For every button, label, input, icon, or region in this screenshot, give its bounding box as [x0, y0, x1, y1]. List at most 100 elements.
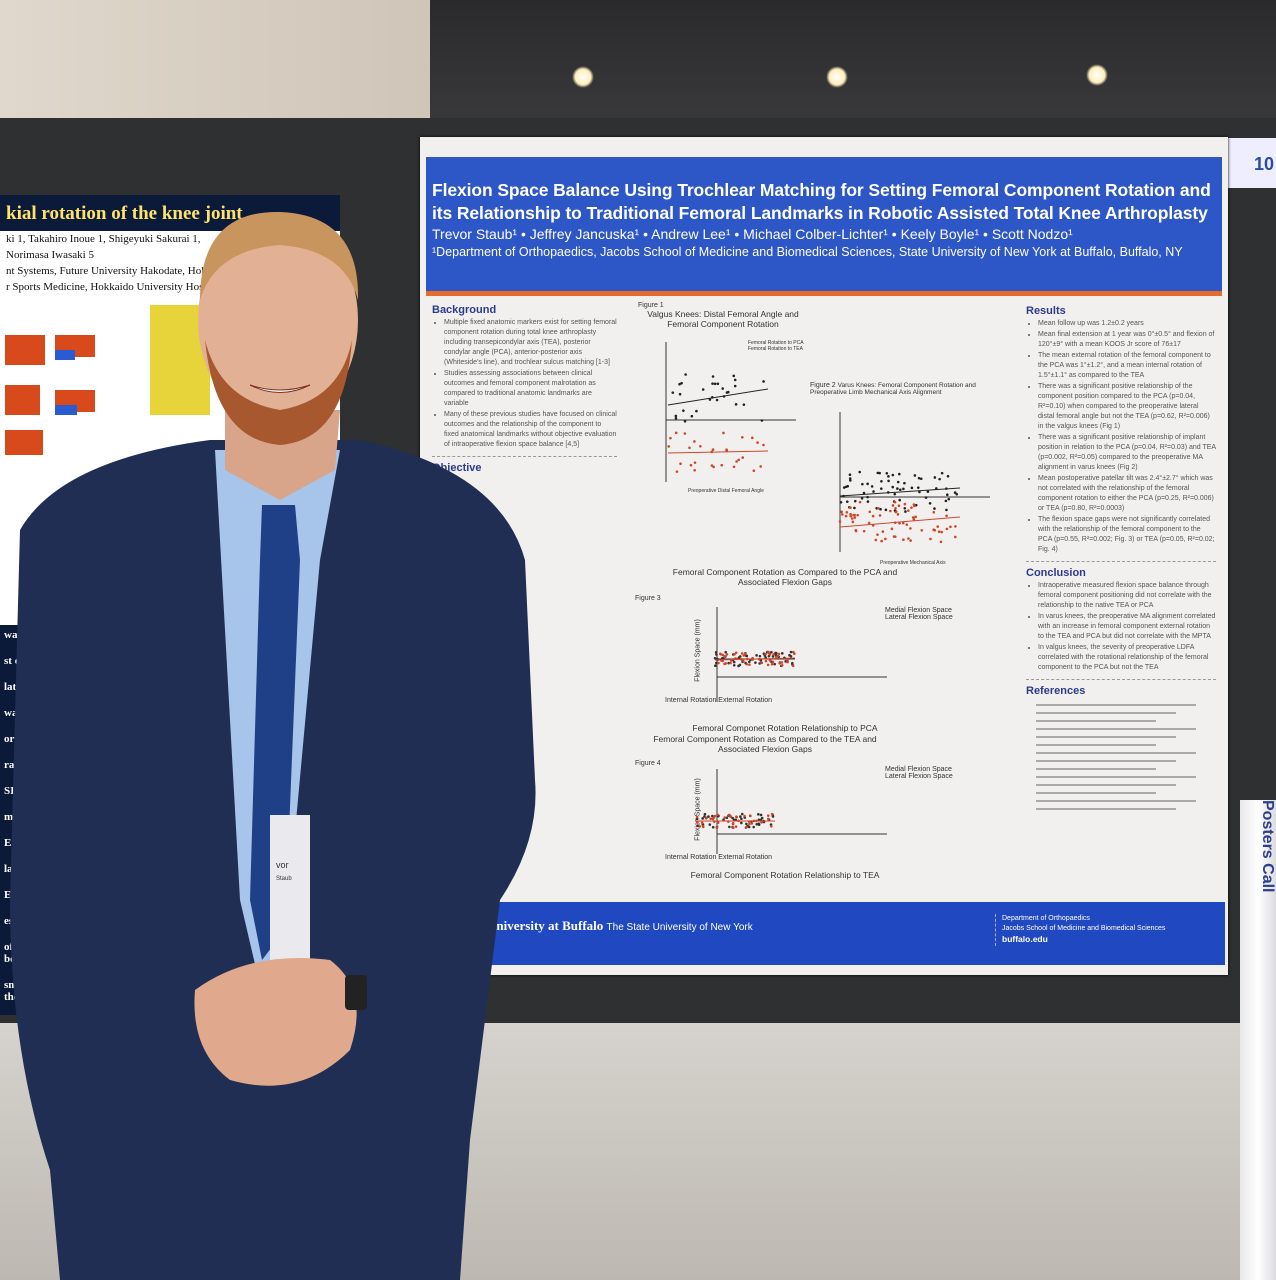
data-point [693, 468, 696, 472]
data-point [912, 517, 916, 521]
legend: Medial Flexion Space Lateral Flexion Spac… [885, 607, 953, 621]
hair [200, 211, 359, 300]
data-point [760, 821, 763, 824]
data-point [945, 493, 949, 497]
data-point [953, 535, 957, 539]
list-item: Mean postoperative patellar tilt was 2.4… [1038, 474, 1216, 514]
list-item: In varus knees, the preoperative MA alig… [1038, 612, 1216, 642]
figure-1-plot [665, 342, 796, 482]
data-point [748, 660, 751, 664]
data-point [898, 522, 901, 525]
data-point [701, 825, 705, 829]
beard [205, 340, 352, 445]
data-point [768, 659, 772, 662]
data-point [733, 378, 737, 382]
list-item: In valgus knees, the severity of preoper… [1038, 643, 1216, 673]
data-point [728, 825, 731, 829]
ceiling-light [826, 66, 848, 88]
data-point [710, 464, 714, 467]
data-point [770, 812, 774, 816]
data-point [853, 516, 857, 519]
data-point [671, 391, 675, 394]
trend-line [667, 450, 769, 454]
data-point [940, 530, 944, 534]
data-point [704, 816, 708, 819]
legend-item: Medial Flexion Space [885, 607, 952, 614]
list-item: Multiple fixed anatomic markers exist fo… [444, 318, 617, 368]
data-point [896, 487, 899, 490]
data-point [778, 661, 781, 665]
data-point [903, 502, 907, 506]
poster-authors: Trevor Staub¹ • Jeffrey Jancuska¹ • Andr… [432, 226, 1073, 242]
data-point [894, 510, 898, 514]
background-heading: Background [432, 304, 497, 316]
data-point [693, 461, 697, 464]
data-point [884, 537, 887, 541]
data-point [674, 414, 678, 418]
data-point [760, 419, 764, 422]
data-point [732, 660, 736, 664]
data-point [732, 465, 736, 469]
data-point [723, 655, 726, 658]
data-point [689, 463, 693, 467]
data-point [713, 814, 717, 818]
data-point [772, 652, 775, 656]
data-point [844, 514, 848, 518]
data-point [708, 823, 712, 826]
data-point [945, 527, 949, 531]
data-point [679, 462, 682, 466]
data-point [713, 382, 717, 386]
figure-1: Figure 1 Valgus Knees: Distal Femoral An… [638, 302, 808, 502]
neighbor-histograms [5, 305, 210, 455]
data-point [675, 470, 679, 473]
data-point [860, 497, 864, 500]
data-point [902, 538, 905, 542]
data-point [879, 507, 882, 511]
data-point [913, 474, 917, 477]
data-point [868, 510, 872, 514]
trend-line [667, 388, 769, 406]
data-point [840, 510, 843, 514]
data-point [845, 510, 849, 514]
data-point [764, 656, 767, 659]
data-point [933, 507, 936, 510]
data-point [732, 663, 736, 667]
data-point [716, 382, 720, 386]
neighbor-affiliation: nt Systems, Future University Hakodate, … [6, 265, 257, 277]
data-point [907, 509, 910, 512]
data-point [893, 492, 897, 496]
data-point [940, 471, 944, 475]
data-point [751, 436, 754, 440]
data-point [752, 825, 756, 829]
list-item: Studies assessing associations between c… [444, 369, 617, 409]
figure-title: Femoral Component Rotation as Compared t… [653, 734, 877, 754]
data-point [854, 529, 858, 532]
list-item: The mean external rotation of the femora… [1038, 351, 1216, 381]
data-point [920, 528, 924, 532]
data-point [741, 435, 744, 439]
results-list: Mean follow up was 1.2±0.2 yearsMean fin… [1026, 319, 1216, 555]
data-point [891, 473, 895, 477]
data-point [674, 431, 678, 435]
ceiling-light [1086, 64, 1108, 86]
data-point [711, 817, 715, 821]
x-axis-label: Internal Rotation External Rotation [665, 697, 773, 704]
data-point [903, 506, 907, 510]
data-point [932, 510, 936, 514]
results-heading: Results [1026, 305, 1066, 317]
figure-title: Femoral Component Rotation as Compared t… [672, 567, 898, 587]
data-point [789, 650, 793, 654]
data-point [701, 388, 705, 391]
data-point [714, 651, 718, 654]
data-point [954, 525, 957, 528]
data-point [752, 469, 756, 473]
data-point [912, 503, 916, 506]
results-section: Results Mean follow up was 1.2±0.2 years… [1026, 302, 1216, 823]
data-point [893, 500, 897, 504]
data-point [712, 465, 715, 469]
data-point [725, 816, 729, 820]
data-point [762, 443, 765, 447]
x-axis-label: Internal Rotation External Rotation [665, 854, 773, 861]
data-point [755, 654, 758, 657]
legend: Femoral Rotation to PCA Femoral Rotation … [748, 340, 804, 352]
